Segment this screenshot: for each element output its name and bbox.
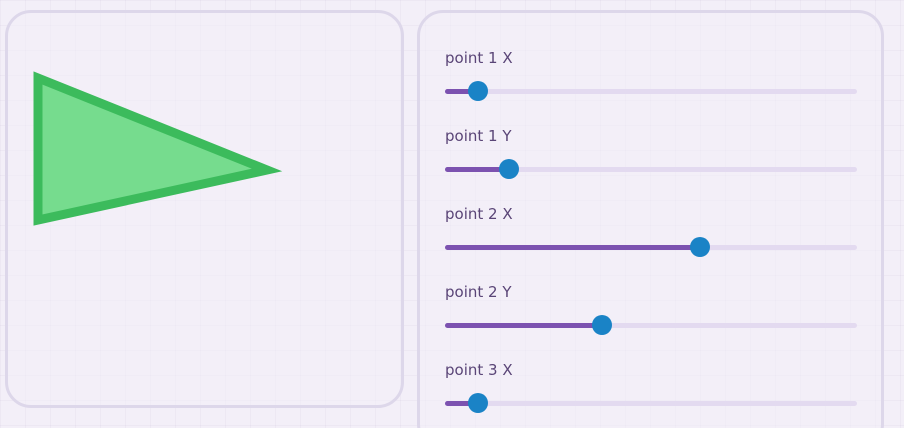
control-point-3-x: point 3 X bbox=[445, 360, 859, 420]
slider-fill bbox=[445, 245, 701, 250]
slider-fill bbox=[445, 167, 509, 172]
controls-panel: point 1 X point 1 Y point 2 X point 2 Y bbox=[417, 10, 884, 428]
slider-point-2-x[interactable] bbox=[445, 237, 857, 257]
control-point-2-x: point 2 X bbox=[445, 204, 859, 264]
slider-thumb[interactable] bbox=[690, 237, 711, 257]
slider-fill bbox=[445, 89, 478, 94]
slider-label-point-2-y: point 2 Y bbox=[445, 283, 512, 301]
slider-fill bbox=[445, 323, 602, 328]
slider-track bbox=[445, 167, 857, 172]
slider-thumb[interactable] bbox=[498, 159, 519, 179]
slider-label-point-1-y: point 1 Y bbox=[445, 127, 512, 145]
triangle-canvas bbox=[33, 71, 283, 226]
slider-point-1-x[interactable] bbox=[445, 81, 857, 101]
slider-label-point-3-x: point 3 X bbox=[445, 361, 513, 379]
slider-thumb[interactable] bbox=[467, 393, 488, 413]
slider-point-3-x[interactable] bbox=[445, 393, 857, 413]
control-point-1-y: point 1 Y bbox=[445, 126, 859, 186]
triangle-canvas-panel bbox=[5, 10, 404, 408]
slider-track bbox=[445, 323, 857, 328]
slider-thumb[interactable] bbox=[591, 315, 612, 335]
slider-fill bbox=[445, 401, 478, 406]
slider-label-point-2-x: point 2 X bbox=[445, 205, 513, 223]
slider-track bbox=[445, 89, 857, 94]
slider-track bbox=[445, 401, 857, 406]
slider-point-2-y[interactable] bbox=[445, 315, 857, 335]
control-point-2-y: point 2 Y bbox=[445, 282, 859, 342]
control-point-1-x: point 1 X bbox=[445, 48, 859, 108]
slider-thumb[interactable] bbox=[467, 81, 488, 101]
slider-point-1-y[interactable] bbox=[445, 159, 857, 179]
slider-label-point-1-x: point 1 X bbox=[445, 49, 513, 67]
triangle-shape bbox=[33, 71, 283, 226]
